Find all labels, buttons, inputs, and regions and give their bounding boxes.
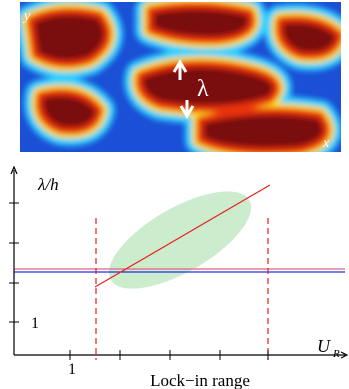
image-x-label: x [322,136,330,151]
lambda-label: λ [197,76,209,102]
figure: λ y x λ/h 1 U R 1 Lock−in range [0,0,349,389]
y-tick-label: 1 [31,315,39,332]
x-axis-label: U [317,336,331,356]
image-y-label: y [22,9,31,24]
range-label: Lock−in range [150,371,250,389]
y-axis-label: λ/h [37,175,59,194]
x-axis-label-sub: R [332,348,340,360]
heatmap: λ y x [20,2,341,152]
x-tick-label: 1 [68,361,76,378]
lock-in-region [95,172,266,307]
schematic-plot: λ/h 1 U R 1 Lock−in range [9,167,347,389]
